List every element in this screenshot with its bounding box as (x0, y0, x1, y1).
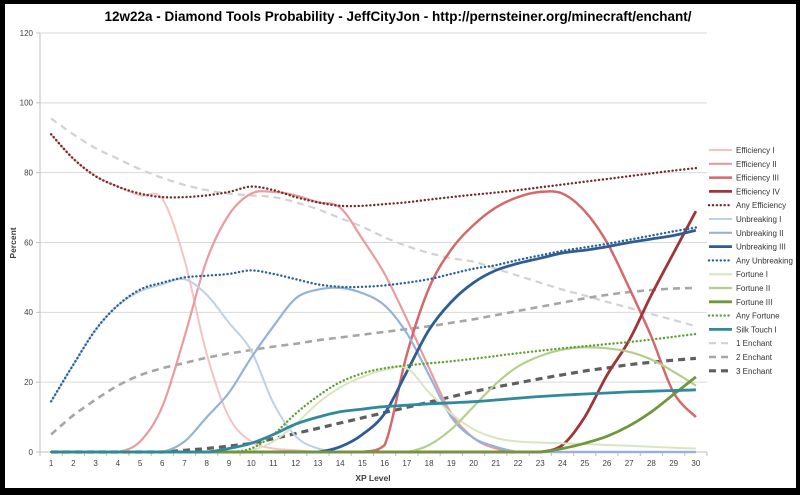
legend-item-efficiency-ii: Efficiency II (709, 160, 777, 169)
x-tick-label: 17 (402, 459, 411, 468)
x-tick-label: 8 (205, 459, 210, 468)
x-tick-label: 30 (691, 459, 700, 468)
legend-label-unbreaking-iii: Unbreaking III (736, 243, 786, 252)
x-tick-label: 28 (647, 459, 656, 468)
chart-paper: 12w22a - Diamond Tools Probability - Jef… (5, 4, 796, 488)
legend-item-fortune-i: Fortune I (709, 270, 768, 279)
legend-label-any-fortune: Any Fortune (736, 312, 780, 321)
legend-label-silk-touch-i: Silk Touch I (736, 325, 777, 334)
x-tick-label: 21 (491, 459, 500, 468)
series-line-1-enchant (50, 117, 697, 328)
x-tick-label: 15 (358, 459, 367, 468)
x-tick-label: 19 (447, 459, 456, 468)
x-tick-label: 25 (580, 459, 589, 468)
legend-item-unbreaking-i: Unbreaking I (709, 215, 781, 224)
x-tick-label: 16 (380, 459, 389, 468)
x-axis-title: XP Level (355, 473, 390, 483)
x-tick-label: 22 (514, 459, 523, 468)
legend-item-1-enchant: 1 Enchant (709, 339, 773, 348)
legend-label-any-unbreaking: Any Unbreaking (736, 256, 793, 265)
legend-label-any-efficiency: Any Efficiency (736, 201, 786, 210)
x-tick-label: 14 (336, 459, 345, 468)
x-tick-label: 29 (669, 459, 678, 468)
x-tick-label: 9 (227, 459, 232, 468)
legend-item-silk-touch-i: Silk Touch I (709, 325, 777, 334)
legend-item-unbreaking-iii: Unbreaking III (709, 243, 786, 252)
x-tick-label: 18 (425, 459, 434, 468)
x-tick-label: 1 (49, 459, 54, 468)
y-tick-label: 120 (20, 29, 34, 38)
x-tick-label: 10 (247, 459, 256, 468)
legend-label-unbreaking-ii: Unbreaking II (736, 229, 784, 238)
x-tick-label: 13 (313, 459, 322, 468)
legend-label-efficiency-iii: Efficiency III (736, 174, 779, 183)
x-tick-label: 4 (116, 459, 121, 468)
legend-item-any-fortune: Any Fortune (707, 312, 780, 321)
series-line-fortune-ii (51, 346, 697, 454)
x-tick-label: 12 (291, 459, 300, 468)
series-line-any-unbreaking (49, 226, 698, 403)
x-tick-label: 5 (138, 459, 143, 468)
x-tick-label: 7 (182, 459, 187, 468)
x-tick-label: 20 (469, 459, 478, 468)
x-tick-label: 24 (558, 459, 567, 468)
legend-item-2-enchant: 2 Enchant (709, 353, 773, 362)
legend-item-efficiency-iv: Efficiency IV (709, 187, 781, 196)
series-line-efficiency-iii (51, 190, 697, 454)
y-tick-label: 100 (20, 99, 34, 108)
legend-item-any-efficiency: Any Efficiency (707, 201, 786, 210)
legend-label-2-enchant: 2 Enchant (736, 353, 773, 362)
x-tick-label: 11 (269, 459, 278, 468)
chart-title: 12w22a - Diamond Tools Probability - Jef… (104, 9, 691, 24)
y-axis-title: Percent (8, 227, 18, 258)
y-tick-label: 80 (24, 168, 33, 177)
legend-label-fortune-iii: Fortune III (736, 298, 772, 307)
series-line-unbreaking-iii (51, 228, 697, 454)
y-tick-label: 0 (29, 448, 34, 457)
x-tick-label: 6 (160, 459, 165, 468)
legend-item-efficiency-i: Efficiency I (709, 146, 775, 155)
legend-label-efficiency-i: Efficiency I (736, 146, 775, 155)
legend-item-3-enchant: 3 Enchant (709, 367, 773, 376)
x-tick-label: 3 (93, 459, 98, 468)
legend-label-fortune-ii: Fortune II (736, 284, 770, 293)
legend-item-fortune-ii: Fortune II (709, 284, 770, 293)
series-line-silk-touch-i (51, 388, 696, 454)
legend-label-fortune-i: Fortune I (736, 270, 768, 279)
legend-label-efficiency-iv: Efficiency IV (736, 187, 781, 196)
series-line-efficiency-i (50, 133, 696, 453)
legend-item-fortune-iii: Fortune III (709, 298, 772, 307)
legend-item-efficiency-iii: Efficiency III (709, 174, 779, 183)
y-tick-label: 20 (24, 378, 33, 387)
legend-label-unbreaking-i: Unbreaking I (736, 215, 781, 224)
enchant-probability-chart: 12w22a - Diamond Tools Probability - Jef… (8, 9, 793, 483)
x-tick-label: 27 (625, 459, 634, 468)
series-line-2-enchant (50, 286, 696, 436)
legend-label-efficiency-ii: Efficiency II (736, 160, 777, 169)
x-tick-label: 23 (536, 459, 545, 468)
series-lines (49, 117, 698, 454)
x-tick-label: 26 (602, 459, 611, 468)
legend-item-unbreaking-ii: Unbreaking II (709, 229, 784, 238)
y-tick-label: 40 (24, 308, 33, 317)
legend-label-3-enchant: 3 Enchant (736, 367, 773, 376)
series-line-any-efficiency (49, 133, 698, 208)
legend-item-any-unbreaking: Any Unbreaking (707, 256, 793, 265)
y-tick-label: 60 (24, 238, 33, 247)
legend-label-1-enchant: 1 Enchant (736, 339, 773, 348)
x-tick-label: 2 (71, 459, 76, 468)
legend: Efficiency I Efficiency II Efficiency III E… (707, 146, 793, 376)
